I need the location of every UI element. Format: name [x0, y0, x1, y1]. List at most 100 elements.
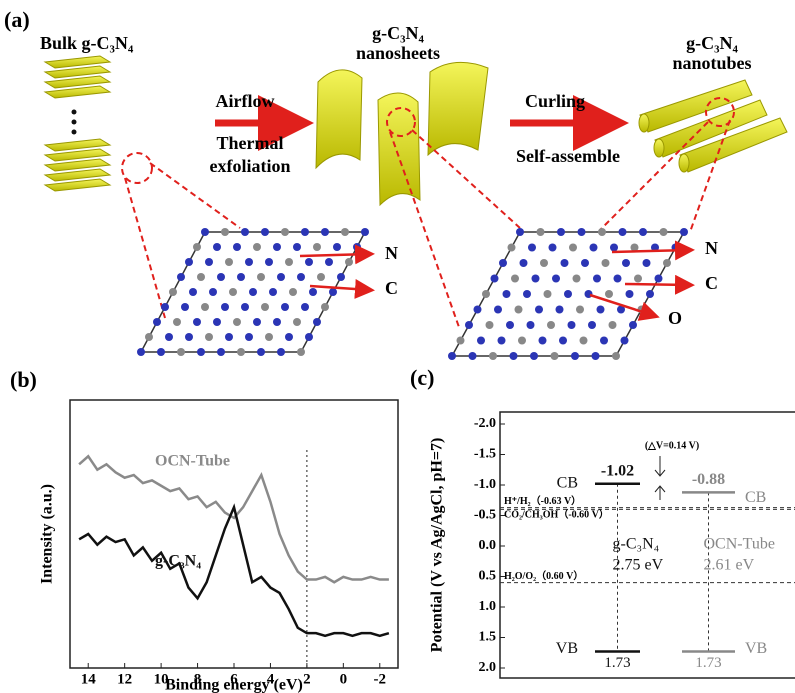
atom — [297, 273, 305, 281]
atom — [508, 244, 516, 252]
atom — [564, 290, 572, 298]
atom — [593, 275, 601, 283]
atom — [273, 243, 281, 251]
atom — [177, 348, 185, 356]
atom — [265, 333, 273, 341]
atom — [161, 303, 169, 311]
atom — [205, 333, 213, 341]
x-axis-title: Binding energy (eV) — [165, 677, 303, 693]
panel-c: (c)Potential (V vs Ag/AgCl, pH=7)-2.0-1.… — [410, 365, 795, 678]
atom — [552, 275, 560, 283]
atom — [313, 318, 321, 326]
atom — [578, 228, 586, 236]
x-tick-label: 14 — [81, 671, 97, 687]
atom — [581, 259, 589, 267]
series-name: g-C₃N₄ — [613, 536, 660, 553]
atom — [660, 228, 668, 236]
vb-label: VB — [556, 640, 578, 657]
y-tick-label: 0.0 — [479, 538, 497, 553]
atom — [277, 348, 285, 356]
atom — [305, 258, 313, 266]
atom — [185, 333, 193, 341]
atom — [528, 244, 536, 252]
atom — [213, 318, 221, 326]
y-axis-title: Potential (V vs Ag/AgCl, pH=7) — [429, 438, 446, 653]
atom-label: N — [705, 238, 718, 258]
y-tick-label: -1.5 — [474, 447, 496, 462]
atom — [547, 321, 555, 329]
series-label: g-C₃N₄ — [155, 553, 201, 570]
atom — [561, 259, 569, 267]
atom — [598, 228, 606, 236]
y-tick-label: -2.0 — [474, 416, 496, 431]
atom — [629, 321, 637, 329]
label: g-C₃N₄ — [372, 23, 424, 43]
lattices — [137, 228, 688, 360]
atom — [663, 259, 671, 267]
cb-label: CB — [557, 474, 578, 491]
atom — [253, 318, 261, 326]
atom — [602, 259, 610, 267]
y-tick-label: 2.0 — [479, 660, 497, 675]
atom — [245, 333, 253, 341]
atom — [261, 303, 269, 311]
panel-b: (b)14121086420-2Binding energy (eV)Inten… — [10, 367, 398, 693]
atom — [465, 321, 473, 329]
atom — [551, 352, 559, 360]
atom — [557, 228, 565, 236]
series-name: OCN-Tube — [704, 536, 775, 553]
atom — [297, 348, 305, 356]
atom — [590, 244, 598, 252]
atom — [585, 290, 593, 298]
atom — [245, 258, 253, 266]
atom — [193, 243, 201, 251]
label: nanosheets — [356, 43, 440, 63]
atom — [157, 348, 165, 356]
label: exfoliation — [210, 156, 291, 176]
reference-label: CO₂/CH₃OH（-0.60 V） — [504, 508, 609, 521]
atom — [293, 318, 301, 326]
cb-value: -0.88 — [692, 471, 725, 488]
atom — [544, 290, 552, 298]
atom — [491, 275, 499, 283]
atom — [506, 321, 514, 329]
atom-label: O — [668, 308, 682, 328]
atom — [469, 352, 477, 360]
nanosheets — [316, 62, 488, 205]
atom — [511, 275, 519, 283]
atom — [185, 258, 193, 266]
atom — [205, 258, 213, 266]
atom — [173, 318, 181, 326]
x-tick-label: 0 — [340, 671, 348, 687]
atom — [145, 333, 153, 341]
atom — [197, 273, 205, 281]
shift-label: (△V=0.14 V) — [645, 440, 699, 451]
atom — [237, 273, 245, 281]
atom — [249, 288, 257, 296]
atom — [605, 290, 613, 298]
atom — [269, 288, 277, 296]
shift-arrows — [655, 456, 665, 500]
label: Bulk g-C₃N₄ — [40, 33, 134, 53]
atom — [201, 228, 209, 236]
atom — [281, 303, 289, 311]
atom — [568, 321, 576, 329]
atom — [539, 337, 547, 345]
atom — [609, 321, 617, 329]
atom — [233, 318, 241, 326]
atom — [588, 321, 596, 329]
bulk-stack — [45, 56, 110, 191]
atom — [510, 352, 518, 360]
atom — [237, 348, 245, 356]
atom — [474, 306, 482, 314]
label: Self-assemble — [516, 146, 620, 166]
atom — [289, 288, 297, 296]
line-series — [79, 507, 389, 636]
atom — [518, 337, 526, 345]
atom-label: C — [385, 278, 398, 298]
atom — [333, 243, 341, 251]
atom — [646, 290, 654, 298]
atom — [571, 352, 579, 360]
figure: (a) Bulk g-C₃N₄ Airflow Thermal exfoliat… — [0, 0, 795, 693]
label: Curling — [525, 91, 585, 111]
